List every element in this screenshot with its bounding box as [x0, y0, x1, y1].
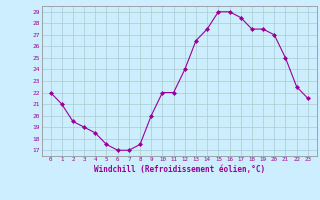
X-axis label: Windchill (Refroidissement éolien,°C): Windchill (Refroidissement éolien,°C): [94, 165, 265, 174]
